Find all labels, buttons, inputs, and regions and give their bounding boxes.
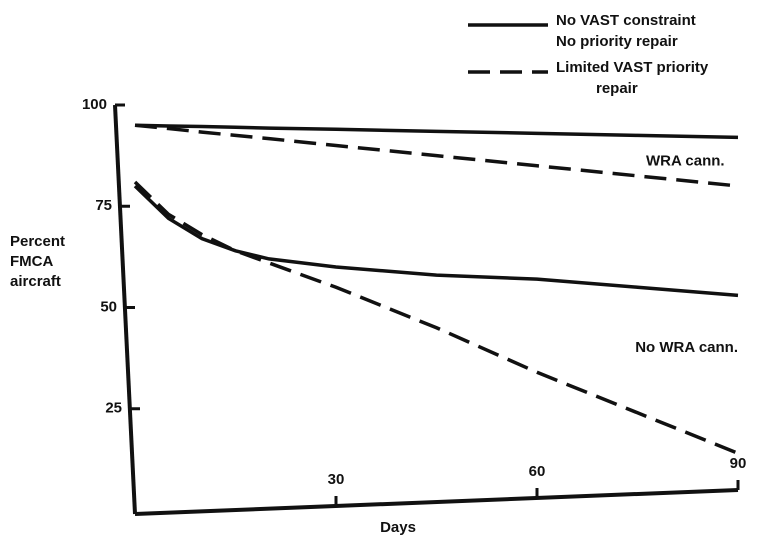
line-series: [133, 184, 739, 298]
legend-label: repair: [596, 80, 638, 97]
y-axis: [113, 104, 137, 515]
y-axis-label: FMCA: [10, 253, 53, 270]
y-axis-label: Percent: [10, 233, 65, 250]
x-tick-label: 90: [730, 455, 747, 472]
x-axis: [134, 488, 739, 516]
annotation: No WRA cann.: [635, 339, 738, 356]
x-tick-label: 60: [529, 463, 546, 480]
legend-label: No VAST constraint: [556, 12, 696, 29]
y-tick-label: 25: [105, 400, 122, 417]
line-series: [134, 123, 739, 188]
x-tick-label: 30: [328, 471, 345, 488]
y-tick-label: 75: [95, 197, 112, 214]
legend-label: Limited VAST priority: [556, 59, 709, 76]
y-tick-label: 50: [100, 298, 117, 315]
legend-label: No priority repair: [556, 33, 678, 50]
y-axis-label: aircraft: [10, 273, 61, 290]
annotation: WRA cann.: [646, 153, 725, 170]
y-tick-label: 100: [82, 96, 107, 113]
line-series: [133, 180, 739, 455]
line-series: [134, 123, 739, 140]
x-axis-label: Days: [380, 519, 416, 536]
